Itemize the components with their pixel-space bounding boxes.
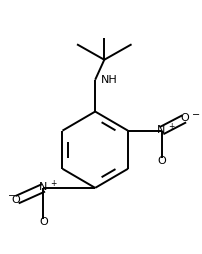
Text: N: N (157, 125, 165, 135)
Text: NH: NH (100, 75, 117, 85)
Text: N: N (39, 182, 47, 192)
Text: −: − (8, 191, 16, 201)
Text: O: O (39, 216, 47, 227)
Text: +: + (167, 122, 174, 131)
Text: O: O (156, 156, 165, 166)
Text: −: − (191, 110, 200, 120)
Text: +: + (49, 179, 56, 188)
Text: O: O (180, 113, 189, 123)
Text: O: O (11, 195, 20, 205)
